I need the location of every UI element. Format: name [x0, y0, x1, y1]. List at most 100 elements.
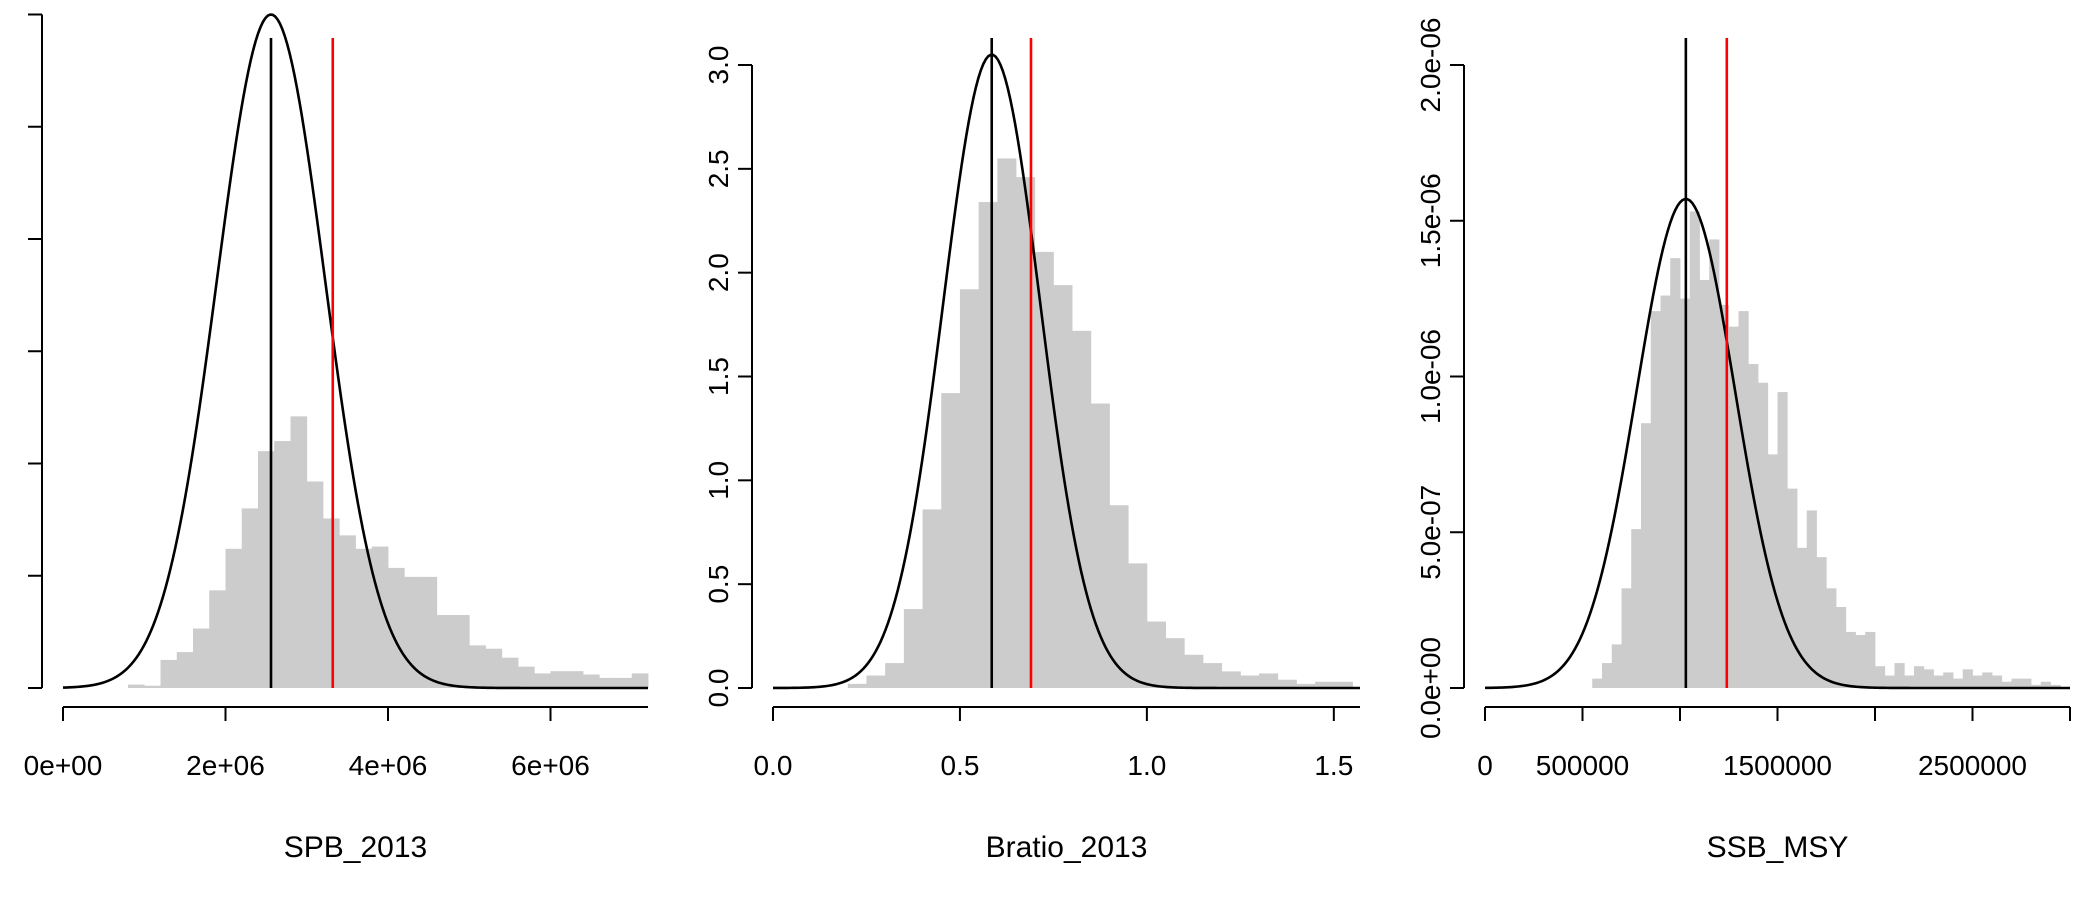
- x-tick-label: 0.5: [940, 750, 979, 781]
- histogram-bar: [922, 509, 942, 688]
- histogram-bar: [274, 441, 291, 688]
- histogram-bar: [566, 671, 584, 688]
- histogram-bar: [1315, 681, 1335, 688]
- histogram-bar: [1767, 454, 1778, 689]
- y-tick-label: 0.0e+00: [1415, 637, 1446, 739]
- panel-ssb-msy: 0 500000 1500000 2500000 0.0e+00 5.0e-07 1.0e-…: [1415, 18, 2071, 864]
- histogram-bar: [485, 648, 503, 688]
- x-tick-label: 500000: [1536, 750, 1629, 781]
- x-axis-label: Bratio_2013: [986, 831, 1148, 864]
- histogram-bar: [1184, 654, 1204, 688]
- histogram-bar: [176, 652, 194, 688]
- histogram-bar: [1806, 510, 1817, 688]
- x-tick-label: 4e+06: [349, 750, 428, 781]
- histogram-bar: [1865, 631, 1876, 688]
- histogram-bar: [388, 567, 405, 688]
- histogram-bar: [290, 416, 308, 688]
- histogram-bar: [1884, 675, 1895, 688]
- histogram-bar: [1982, 672, 1993, 688]
- histogram-bar: [1787, 488, 1798, 688]
- density-curve: [773, 53, 1360, 690]
- x-tick-label: 0: [1477, 750, 1493, 781]
- histogram-bar: [1592, 678, 1603, 688]
- x-axis-label: SSB_MSY: [1707, 831, 1849, 864]
- histogram-bar: [1933, 675, 1944, 688]
- histogram-bar: [128, 684, 145, 688]
- histogram-bar: [1333, 681, 1353, 688]
- histogram-bar: [2011, 678, 2022, 688]
- histogram-bar: [193, 628, 210, 688]
- x-tick-label: 0.0: [754, 750, 793, 781]
- histogram-bar: [1943, 672, 1954, 688]
- histogram-bar: [1109, 505, 1129, 688]
- histogram-bar: [1797, 547, 1808, 688]
- histogram-bar: [160, 659, 178, 688]
- histogram-bar: [1128, 563, 1148, 688]
- histogram-bar: [1053, 285, 1073, 688]
- histogram-bar: [1894, 663, 1905, 688]
- histogram-bar: [534, 673, 551, 688]
- histogram-bar: [436, 615, 454, 688]
- histogram-bar: [1296, 683, 1316, 688]
- histogram-bar: [1953, 678, 1964, 688]
- histogram-bar: [1758, 382, 1769, 688]
- histogram-bar: [1904, 675, 1915, 688]
- histogram-bar: [1962, 669, 1973, 688]
- histogram-bar: [2021, 678, 2032, 688]
- histogram-bar: [1641, 423, 1652, 688]
- histogram-bar: [885, 663, 905, 688]
- histogram-bar: [997, 158, 1017, 688]
- histogram-bar: [1621, 588, 1632, 688]
- histogram-bar: [241, 508, 259, 688]
- y-tick-label: 1.0e-06: [1415, 329, 1446, 424]
- histogram-bar: [1631, 529, 1642, 688]
- histogram-bar: [1709, 239, 1720, 688]
- histogram-bar: [339, 535, 356, 688]
- histogram-bar: [1699, 279, 1710, 688]
- histogram-bar: [1277, 679, 1297, 688]
- histogram-bar: [501, 657, 519, 688]
- histogram-bar: [1072, 330, 1092, 688]
- histogram-bar: [1719, 304, 1730, 688]
- histogram-bar: [323, 518, 340, 688]
- histogram-bar: [1992, 675, 2003, 688]
- histogram-bar: [1090, 403, 1110, 688]
- y-tick-label: 0.0: [703, 669, 734, 708]
- x-tick-label: 1500000: [1723, 750, 1832, 781]
- histogram-bar: [144, 685, 161, 688]
- histogram-bar: [469, 645, 486, 688]
- x-tick-label: 6e+06: [511, 750, 590, 781]
- histogram-bar: [583, 674, 600, 688]
- x-tick-label: 1.0: [1127, 750, 1166, 781]
- histogram-bar: [1670, 258, 1681, 688]
- histogram-bar: [941, 393, 961, 688]
- histogram-bar: [1660, 295, 1671, 688]
- histogram-bar: [1146, 621, 1166, 688]
- histogram-bar: [2050, 684, 2061, 688]
- histogram-bar: [959, 289, 980, 688]
- histogram-bar: [2040, 681, 2051, 688]
- y-tick-label: 2.0: [703, 253, 734, 292]
- histogram-bar: [1221, 671, 1241, 688]
- histogram-bar: [1972, 675, 1983, 688]
- histogram-bar: [225, 548, 243, 688]
- histogram-bar: [1738, 311, 1749, 688]
- histogram-bar: [1836, 607, 1847, 688]
- histogram-bar: [453, 615, 470, 688]
- histogram-bar: [306, 481, 324, 688]
- histogram-bar: [1748, 364, 1759, 688]
- histogram-bar: [1845, 631, 1856, 688]
- histogram-bar: [355, 548, 373, 688]
- histogram-bar: [1855, 635, 1866, 688]
- histogram-bar: [518, 666, 535, 688]
- histogram-bar: [1914, 666, 1925, 688]
- histogram-bar: [1602, 663, 1613, 688]
- histogram-bar: [1923, 669, 1934, 688]
- y-tick-label: 2.0e-06: [1415, 18, 1446, 113]
- histogram-bar: [1777, 392, 1788, 688]
- x-tick-label: 2e+06: [186, 750, 265, 781]
- histogram-bar: [1202, 663, 1223, 688]
- histogram-bar: [420, 576, 438, 688]
- histogram-bar: [550, 671, 568, 688]
